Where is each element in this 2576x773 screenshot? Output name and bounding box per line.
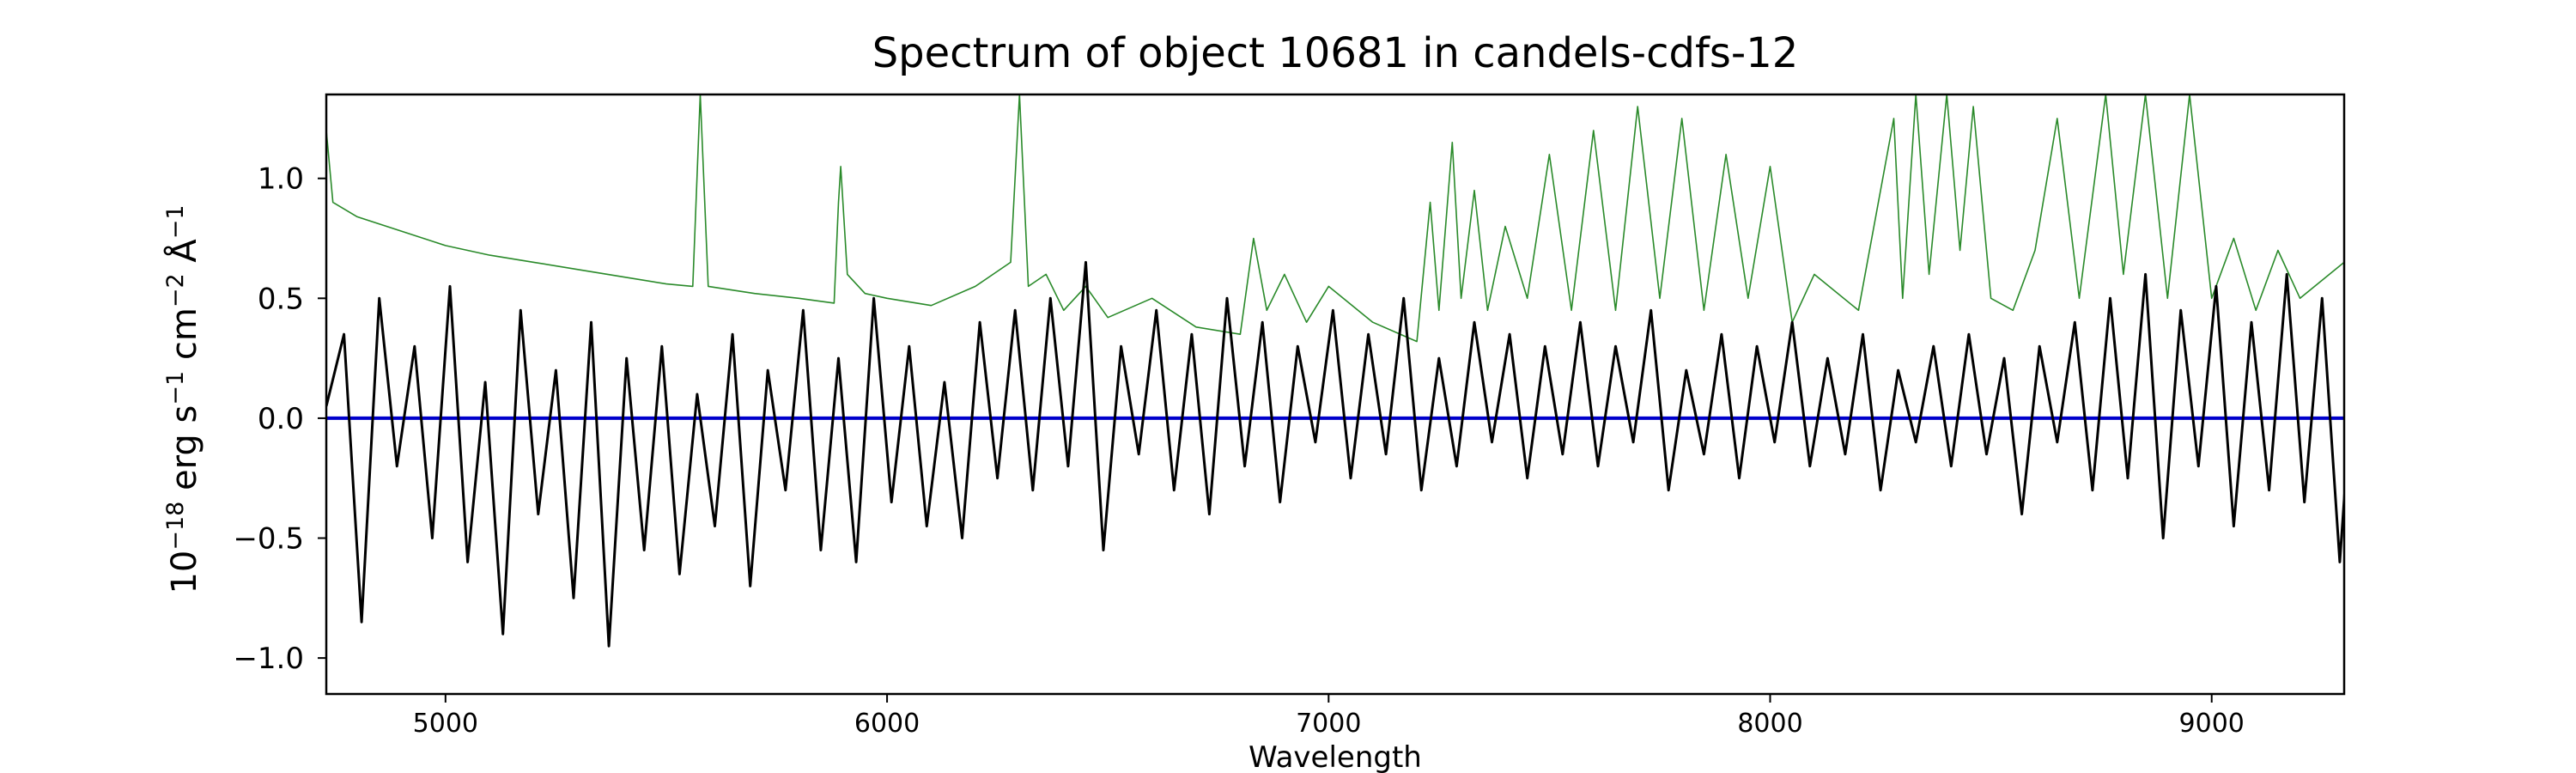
x-axis-label: Wavelength [1249,740,1422,773]
plot-frame [325,93,2346,696]
y-tick-label: 0.0 [258,402,304,436]
x-tick-label: 9000 [2179,709,2245,739]
y-tick-label: 0.5 [258,282,304,316]
series-line-error [326,94,2344,343]
ticks-layer: 5000 6000 7000 8000 9000 1.0 0.5 0.0 −0.5 −1.0 [233,162,2244,739]
x-tick-label: 5000 [413,709,478,739]
chart-title: Spectrum of object 10681 in candels-cdfs… [872,29,1799,77]
y-tick-label: 1.0 [258,162,304,197]
y-tick-label: −1.0 [233,642,304,676]
series-line-flux [326,260,2344,648]
x-tick-label: 8000 [1737,709,1802,739]
x-tick-label: 7000 [1296,709,1361,739]
series-layer [326,94,2344,648]
x-tick-label: 6000 [854,709,920,739]
y-axis-label: 10−18 erg s−1 cm−2 Å−1 [162,204,205,593]
y-tick-label: −0.5 [233,522,304,557]
